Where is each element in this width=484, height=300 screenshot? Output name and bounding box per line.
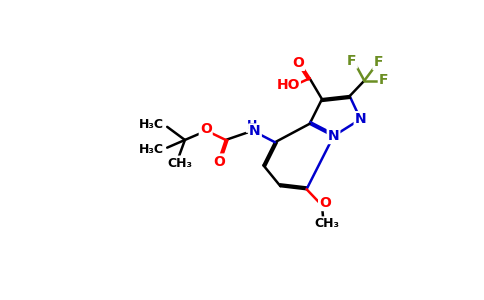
Text: CH₃: CH₃ — [168, 157, 193, 169]
Text: N: N — [355, 112, 366, 126]
Text: O: O — [292, 56, 304, 70]
Text: H: H — [247, 119, 257, 132]
Text: CH₃: CH₃ — [315, 218, 340, 230]
Text: O: O — [213, 154, 225, 169]
Text: O: O — [319, 196, 331, 210]
Text: N: N — [328, 129, 339, 143]
Text: F: F — [347, 54, 357, 68]
Text: F: F — [374, 55, 383, 69]
Text: H₃C: H₃C — [139, 118, 164, 131]
Text: F: F — [379, 73, 388, 87]
Text: HO: HO — [276, 78, 300, 92]
Text: N: N — [249, 124, 261, 139]
Text: H₃C: H₃C — [139, 143, 164, 157]
Text: O: O — [200, 122, 212, 136]
